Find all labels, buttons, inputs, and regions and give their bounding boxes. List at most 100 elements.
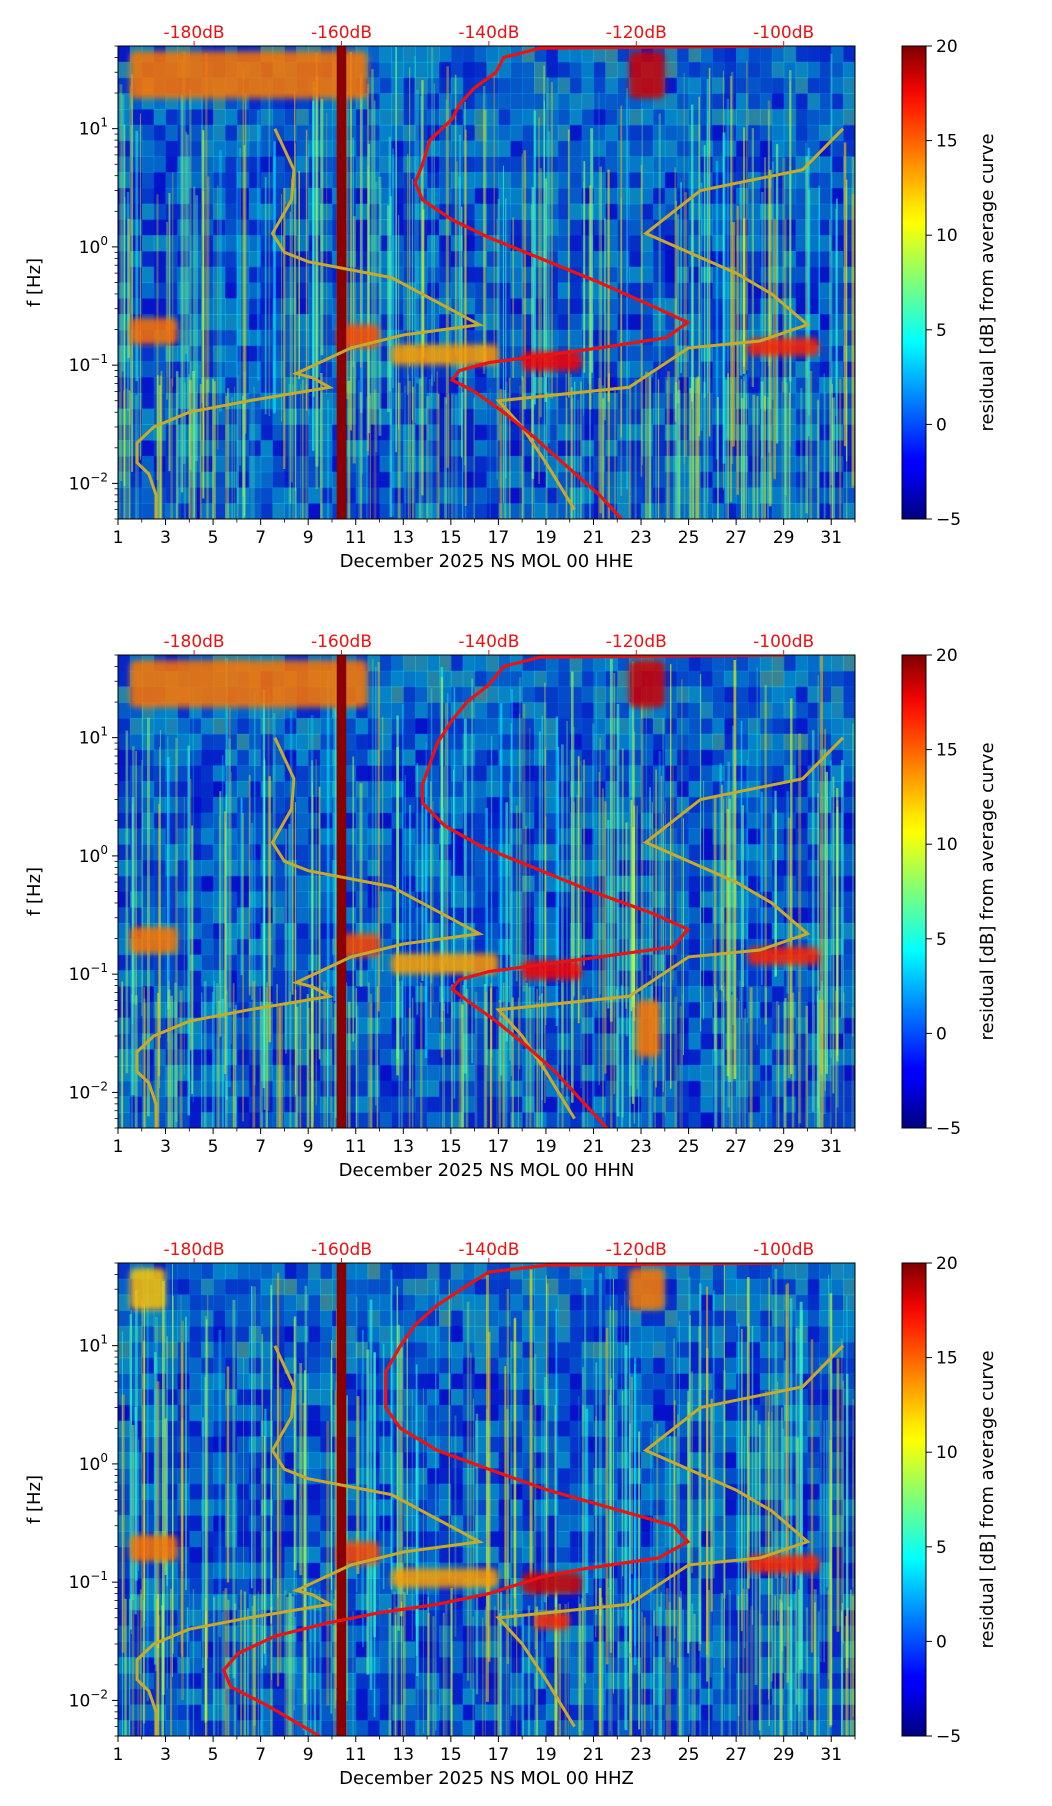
spectrogram-heatmap <box>118 1263 855 1736</box>
hot-band <box>391 1568 499 1588</box>
x-tick-label: 19 <box>535 528 557 548</box>
x-tick-label: 27 <box>725 1745 747 1765</box>
x-tick-label: 21 <box>583 1137 605 1157</box>
x-tick-label: 19 <box>535 1745 557 1765</box>
x-tick-label: 15 <box>440 528 462 548</box>
db-tick-label: -100dB <box>753 23 814 43</box>
colorbar-tick-label: 10 <box>936 226 958 246</box>
x-tick-label: 15 <box>440 1137 462 1157</box>
y-tick-base: 10 <box>69 965 91 985</box>
x-tick-label: 11 <box>345 1137 367 1157</box>
hot-band <box>629 660 665 708</box>
colorbar-tick-label: 5 <box>936 1538 947 1558</box>
spectrogram-heatmap <box>118 655 855 1128</box>
y-tick-exponent: 1 <box>100 725 108 739</box>
x-tick-label: 21 <box>583 528 605 548</box>
colorbar-gradient <box>901 45 927 520</box>
db-tick-label: -100dB <box>753 632 814 652</box>
hot-band <box>748 337 820 356</box>
x-tick-label: 19 <box>535 1137 557 1157</box>
y-tick-exponent: −2 <box>90 1079 108 1093</box>
x-axis: 1 3 5 7 9 11 13 15 17 19 21 23 25 27 29 31 <box>113 1128 856 1157</box>
colorbar-tick-label: −5 <box>936 1119 961 1139</box>
y-tick-label: 100 <box>79 1451 108 1475</box>
y-tick-label: 10−1 <box>69 1569 108 1593</box>
hot-band <box>129 1268 166 1311</box>
colorbar-label: residual [dB] from average curve <box>977 133 998 431</box>
top-db-axis: -180dB -160dB -140dB -120dB -100dB <box>164 1240 814 1263</box>
db-tick-label: -140dB <box>458 632 519 652</box>
model-curve-1 <box>135 1345 485 1736</box>
x-tick-label: 23 <box>630 1745 652 1765</box>
db-tick-label: -180dB <box>164 23 225 43</box>
y-tick-base: 10 <box>79 120 101 140</box>
hot-band <box>391 344 499 366</box>
x-tick-label: 3 <box>160 1137 171 1157</box>
colorbar: 20 15 10 5 0 −5 residual [dB] from average cur… <box>901 37 998 530</box>
y-tick-base: 10 <box>69 1691 91 1711</box>
x-tick-label: 7 <box>255 1137 266 1157</box>
colorbar-label: residual [dB] from average curve <box>977 1350 998 1648</box>
x-tick-label: 3 <box>160 1745 171 1765</box>
hot-band <box>391 953 499 975</box>
hot-band <box>629 1268 665 1311</box>
hot-band <box>534 1612 570 1630</box>
hot-band <box>748 946 820 965</box>
colorbar-tick-label: −5 <box>936 1727 961 1747</box>
x-tick-label: 29 <box>773 1745 795 1765</box>
x-tick-label: 7 <box>255 1745 266 1765</box>
colorbar-tick-label: 20 <box>936 37 958 57</box>
average-psd-curve <box>420 655 784 1128</box>
colorbar-tick-label: 5 <box>936 930 947 950</box>
y-tick-label: 10−1 <box>69 352 108 376</box>
x-axis-label: December 2025 NS MOL 00 HHZ <box>339 1768 634 1789</box>
y-tick-base: 10 <box>69 474 91 494</box>
x-tick-label: 11 <box>345 528 367 548</box>
x-tick-label: 29 <box>773 528 795 548</box>
y-tick-base: 10 <box>79 729 101 749</box>
db-tick-label: -180dB <box>164 632 225 652</box>
x-tick-label: 5 <box>208 528 219 548</box>
y-tick-exponent: 0 <box>100 234 108 248</box>
colorbar-label: residual [dB] from average curve <box>977 742 998 1040</box>
x-tick-label: 5 <box>208 1137 219 1157</box>
x-tick-label: 5 <box>208 1745 219 1765</box>
colorbar-tick-label: −5 <box>936 510 961 530</box>
x-tick-label: 13 <box>392 528 414 548</box>
x-axis-label: December 2025 NS MOL 00 HHE <box>340 551 634 572</box>
y-axis-label: f [Hz] <box>24 258 45 307</box>
colorbar-tick-label: 0 <box>936 1632 947 1652</box>
colorbar-tick-label: 10 <box>936 835 958 855</box>
model-curve-2 <box>495 1344 845 1728</box>
y-tick-label: 100 <box>79 843 108 867</box>
x-tick-label: 17 <box>488 1745 510 1765</box>
hot-band <box>129 51 368 99</box>
x-tick-label: 29 <box>773 1137 795 1157</box>
colorbar-tick-label: 10 <box>936 1443 958 1463</box>
hot-band <box>629 51 665 99</box>
spectrogram-heatmap <box>118 46 855 519</box>
colorbar-tick-label: 20 <box>936 646 958 666</box>
y-tick-exponent: −1 <box>90 961 108 975</box>
y-tick-label: 101 <box>79 116 108 140</box>
colorbar-tick-label: 5 <box>936 321 947 341</box>
db-tick-label: -160dB <box>311 23 372 43</box>
hot-band <box>129 318 178 345</box>
x-tick-label: 13 <box>392 1745 414 1765</box>
average-psd-curve <box>413 46 784 519</box>
x-tick-label: 9 <box>303 528 314 548</box>
model-curve-2 <box>495 736 845 1120</box>
x-tick-label: 1 <box>113 1745 124 1765</box>
x-tick-label: 1 <box>113 528 124 548</box>
y-tick-base: 10 <box>79 1455 101 1475</box>
db-tick-label: -160dB <box>311 632 372 652</box>
x-tick-label: 13 <box>392 1137 414 1157</box>
x-tick-label: 27 <box>725 528 747 548</box>
y-tick-label: 101 <box>79 725 108 749</box>
x-axis: 1 3 5 7 9 11 13 15 17 19 21 23 25 27 29 31 <box>113 1736 856 1765</box>
x-tick-label: 17 <box>488 1137 510 1157</box>
